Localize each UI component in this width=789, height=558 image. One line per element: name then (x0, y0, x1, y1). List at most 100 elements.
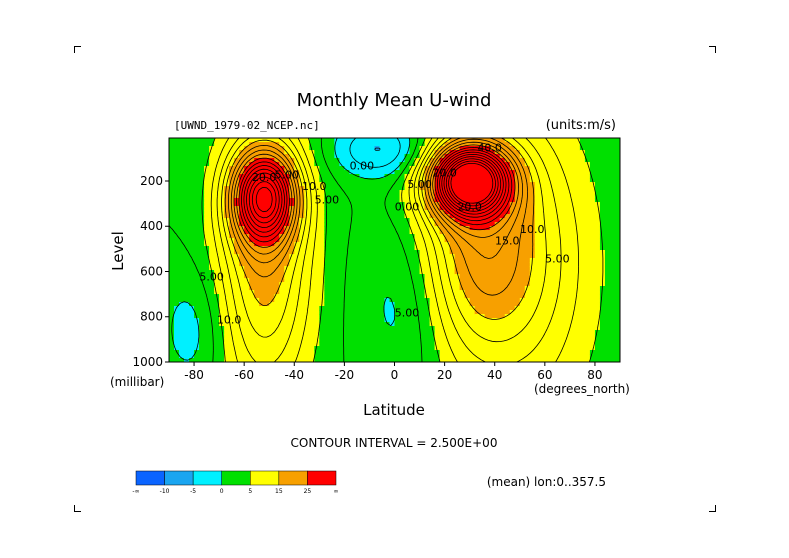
contour-cell (289, 346, 295, 351)
contour-cell (349, 202, 356, 207)
contour-cell (489, 262, 496, 267)
contour-cell (384, 314, 391, 319)
contour-cell (339, 326, 345, 331)
contour-cell (569, 338, 576, 343)
contour-cell (254, 270, 260, 275)
contour-cell (174, 162, 180, 167)
contour-cell (329, 166, 335, 171)
contour-cell (399, 338, 406, 343)
contour-cell (449, 254, 456, 259)
contour-cell (299, 314, 305, 319)
contour-cell (554, 326, 561, 331)
contour-cell (279, 306, 285, 311)
contour-cell (189, 298, 195, 303)
contour-cell (324, 354, 330, 359)
contour-cell (304, 210, 310, 215)
contour-cell (519, 170, 526, 175)
contour-cell (329, 194, 335, 199)
contour-cell (294, 138, 300, 143)
contour-cell (394, 210, 401, 215)
contour-cell (309, 358, 315, 362)
contour-cell (574, 330, 581, 335)
contour-cell (519, 294, 526, 299)
contour-cell (534, 162, 541, 167)
contour-cell (559, 210, 566, 215)
contour-cell (564, 222, 571, 227)
contour-cell (224, 250, 230, 255)
contour-cell (589, 270, 596, 275)
contour-cell (384, 238, 391, 243)
contour-cell (454, 226, 461, 231)
contour-cell (464, 294, 471, 299)
contour-cell (289, 162, 295, 167)
contour-cell (204, 358, 210, 362)
contour-cell (444, 234, 451, 239)
contour-cell (584, 158, 591, 163)
contour-cell (459, 226, 466, 231)
contour-cell (354, 250, 361, 255)
contour-cell (269, 250, 275, 255)
contour-cell (569, 274, 576, 279)
contour-cell (489, 330, 496, 335)
contour-cell (544, 226, 551, 231)
contour-cell (194, 250, 200, 255)
contour-cell (279, 322, 285, 327)
contour-cell (204, 326, 210, 331)
contour-cell (474, 146, 481, 151)
contour-cell (189, 334, 195, 339)
contour-cell (324, 194, 330, 199)
contour-cell (609, 234, 616, 239)
contour-cell (569, 194, 576, 199)
contour-cell (449, 150, 456, 155)
contour-cell (374, 190, 381, 195)
contour-cell (369, 158, 376, 163)
contour-cell (229, 178, 235, 183)
contour-cell (389, 358, 396, 362)
contour-cell (349, 282, 356, 287)
contour-cell (299, 302, 305, 307)
contour-cell (449, 346, 456, 351)
contour-cell (319, 326, 325, 331)
contour-cell (579, 170, 586, 175)
contour-cell (219, 154, 225, 159)
contour-cell (519, 282, 526, 287)
contour-cell (389, 338, 396, 343)
contour-cell (294, 162, 300, 167)
contour-cell (434, 158, 441, 163)
contour-cell (589, 258, 596, 263)
contour-cell (209, 150, 215, 155)
contour-cell (509, 174, 516, 179)
contour-cell (499, 322, 506, 327)
contour-cell (194, 262, 200, 267)
contour-cell (319, 354, 325, 359)
contour-cell (329, 174, 335, 179)
contour-cell (344, 206, 350, 211)
contour-cell (499, 330, 506, 335)
contour-cell (319, 314, 325, 319)
contour-cell (544, 206, 551, 211)
contour-cell (329, 302, 335, 307)
contour-cell (504, 298, 511, 303)
contour-cell (419, 334, 426, 339)
contour-cell (314, 146, 320, 151)
contour-cell (384, 286, 391, 291)
contour-cell (439, 162, 446, 167)
contour-cell (529, 302, 536, 307)
contour-cell (239, 226, 245, 231)
contour-cell (369, 170, 376, 175)
contour-cell (579, 322, 586, 327)
contour-cell (279, 234, 285, 239)
contour-cell (349, 326, 356, 331)
contour-cell (399, 166, 406, 171)
contour-cell (469, 314, 476, 319)
contour-cell (224, 350, 230, 355)
contour-cell (594, 246, 601, 251)
contour-cell (244, 242, 250, 247)
contour-cell (314, 226, 320, 231)
contour-cell (184, 290, 190, 295)
contour-cell (474, 334, 481, 339)
contour-cell (324, 346, 330, 351)
contour-cell (574, 250, 581, 255)
contour-cell (179, 186, 185, 191)
